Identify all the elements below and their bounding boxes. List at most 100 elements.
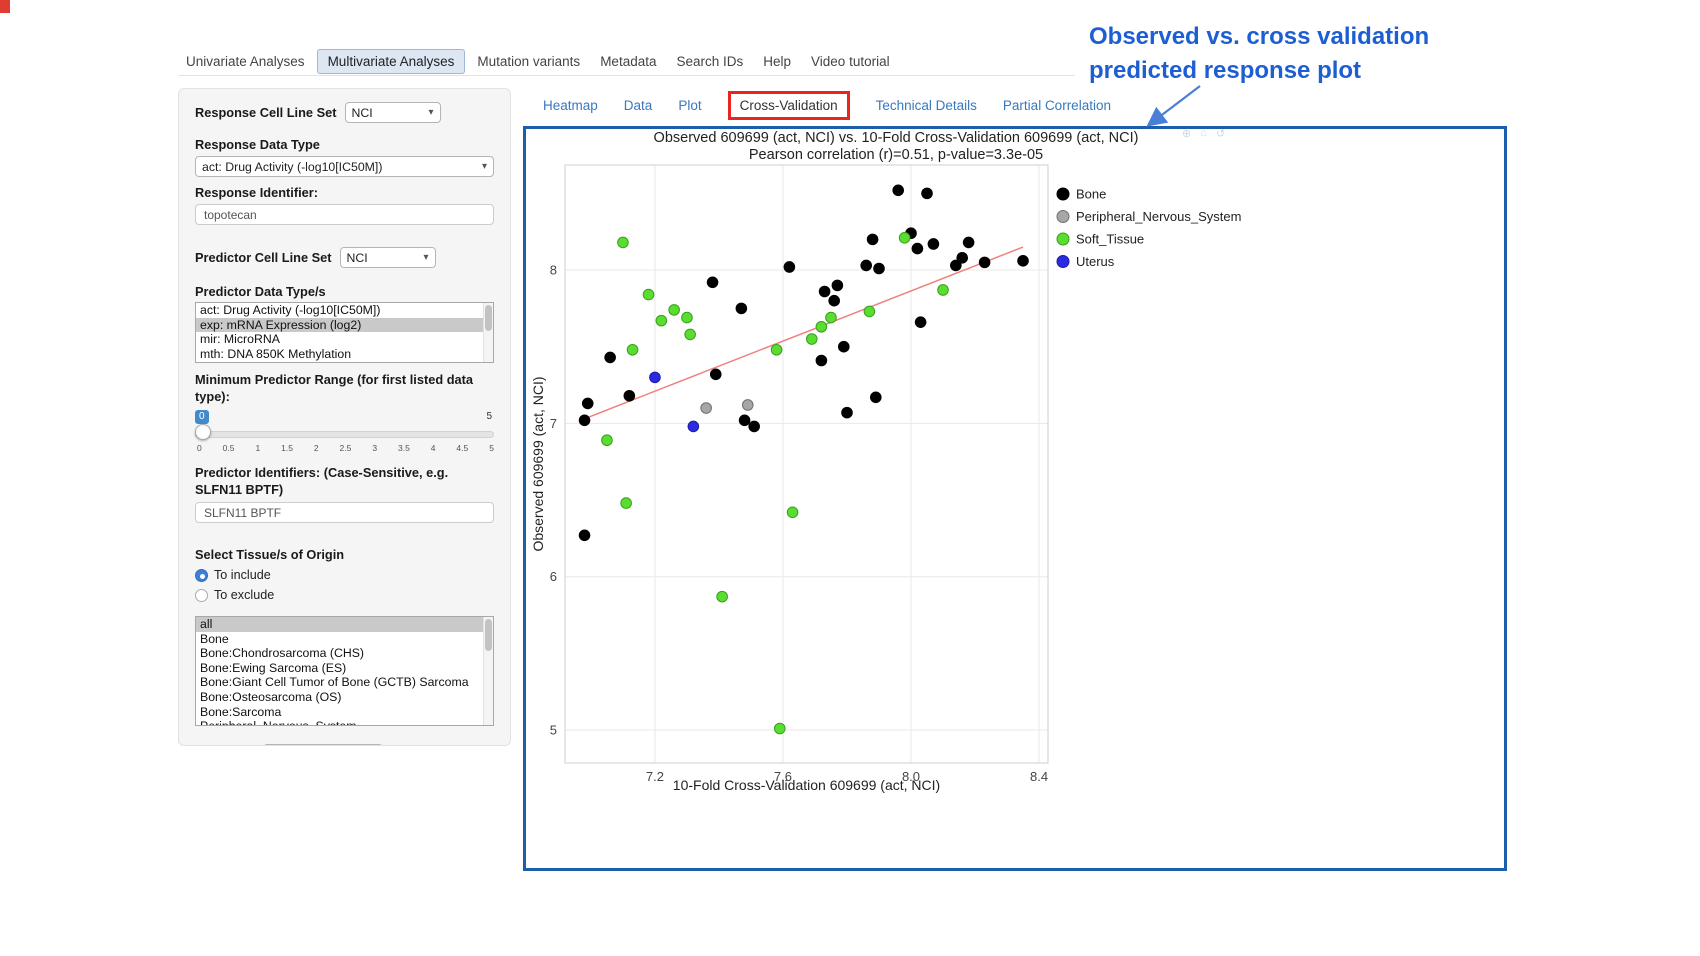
listbox-option[interactable]: Bone:Ewing Sarcoma (ES) — [200, 660, 347, 675]
response-data-type-select[interactable]: act: Drug Activity (-log10[IC50M]) ▾ — [195, 156, 494, 177]
min-predictor-range-label: Minimum Predictor Range (for first liste… — [195, 372, 474, 404]
tab-heatmap[interactable]: Heatmap — [543, 97, 598, 113]
listbox-option[interactable]: Bone:Sarcoma — [200, 704, 282, 719]
response-cell-line-set-select[interactable]: NCI ▾ — [344, 102, 441, 123]
tick-label: 0 — [197, 443, 202, 453]
predictor-identifiers-input[interactable]: SLFN11 BPTF — [195, 502, 494, 523]
predictor-data-types-listbox[interactable]: act: Drug Activity (-log10[IC50M]) exp: … — [195, 302, 494, 363]
nav-univariate-analyses[interactable]: Univariate Analyses — [186, 53, 305, 69]
data-point — [681, 311, 693, 324]
slider-tick-labels: 0 0.5 1 1.5 2 2.5 3 3.5 4 4.5 5 — [197, 443, 494, 453]
response-identifier-label: Response Identifier: — [195, 185, 319, 200]
data-point — [642, 288, 655, 301]
controls-sidebar: Response Cell Line Set NCI ▾ Response Da… — [178, 88, 511, 746]
data-point — [783, 261, 796, 273]
listbox-option-selected[interactable]: exp: mRNA Expression (log2) — [196, 317, 493, 333]
tab-technical-details[interactable]: Technical Details — [875, 97, 977, 113]
reset-icon[interactable]: ↺ — [1215, 128, 1226, 140]
data-point — [770, 343, 783, 356]
nav-multivariate-analyses[interactable]: Multivariate Analyses — [316, 48, 466, 74]
data-point — [716, 590, 728, 603]
nav-search-ids[interactable]: Search IDs — [676, 53, 744, 69]
data-point — [860, 259, 872, 272]
nav-help[interactable]: Help — [763, 53, 792, 69]
listbox-option[interactable]: Bone:Chondrosarcoma (CHS) — [200, 646, 365, 661]
y-tick-label: 7 — [550, 416, 557, 431]
chevron-down-icon: ▾ — [481, 161, 487, 172]
plot-panel — [565, 165, 1048, 763]
legend-label[interactable]: Soft_Tissue — [1076, 232, 1144, 247]
tick-label: 2.5 — [339, 443, 352, 453]
scrollbar-thumb[interactable] — [485, 619, 492, 651]
nav-video-tutorial[interactable]: Video tutorial — [811, 53, 890, 69]
legend-label[interactable]: Peripheral_Nervous_System — [1076, 209, 1241, 224]
scrollbar[interactable] — [483, 303, 493, 362]
data-point — [921, 187, 933, 200]
tissue-listbox[interactable]: all Bone Bone:Chondrosarcoma (CHS) Bone:… — [195, 616, 494, 726]
listbox-option[interactable]: Bone — [200, 631, 229, 646]
tick-label: 2 — [313, 443, 319, 453]
legend-swatch[interactable] — [1056, 232, 1070, 246]
algorithm-select[interactable]: Linear Regression ▾ — [263, 744, 384, 745]
data-point — [786, 506, 799, 519]
listbox-option[interactable]: mth: DNA 850K Methylation — [200, 346, 352, 361]
scrollbar-thumb[interactable] — [485, 305, 492, 331]
data-point — [863, 305, 876, 318]
nav-mutation-variants[interactable]: Mutation variants — [477, 53, 581, 69]
data-point — [927, 238, 940, 250]
data-point — [866, 233, 879, 246]
tick-label: 1 — [255, 443, 261, 453]
tab-plot[interactable]: Plot — [678, 97, 702, 113]
tick-label: 4 — [430, 443, 436, 453]
slider-track[interactable] — [195, 431, 494, 438]
tick-label: 3 — [372, 443, 378, 453]
listbox-option[interactable]: Bone:Giant Cell Tumor of Bone (GCTB) Sar… — [200, 675, 469, 690]
tab-partial-correlation[interactable]: Partial Correlation — [1002, 97, 1111, 113]
data-point — [978, 256, 991, 269]
tab-data[interactable]: Data — [623, 97, 653, 113]
data-point — [601, 434, 613, 447]
listbox-option[interactable]: Peripheral_Nervous_System — [196, 719, 493, 725]
listbox-option[interactable]: act: Drug Activity (-log10[IC50M]) — [200, 303, 381, 317]
legend-swatch[interactable] — [1056, 187, 1070, 201]
x-axis-label: 10-Fold Cross-Validation 609699 (act, NC… — [673, 777, 940, 793]
data-point — [815, 320, 828, 333]
scrollbar[interactable] — [483, 617, 493, 725]
data-point — [617, 236, 629, 249]
predictor-cell-line-set-select[interactable]: NCI ▾ — [339, 247, 436, 268]
data-point — [578, 529, 591, 542]
listbox-option-selected[interactable]: all — [196, 617, 493, 632]
legend-swatch[interactable] — [1056, 255, 1070, 268]
tissue-exclude-radio[interactable]: To exclude — [195, 588, 494, 602]
response-cell-line-set-label: Response Cell Line Set — [195, 105, 337, 120]
listbox-option[interactable]: mir: MicroRNA — [200, 332, 280, 347]
data-point — [869, 391, 882, 404]
legend-swatch[interactable] — [1056, 210, 1070, 223]
data-point — [684, 328, 696, 341]
slider-handle[interactable] — [195, 424, 211, 440]
listbox-option[interactable]: Bone:Osteosarcoma (OS) — [200, 689, 342, 704]
data-point — [911, 242, 924, 255]
annotation-line1: Observed vs. cross validation — [1089, 23, 1430, 50]
chevron-down-icon: ▾ — [428, 107, 434, 118]
legend-label[interactable]: Uterus — [1076, 254, 1115, 269]
zoom-icon[interactable]: ⊕ — [1182, 128, 1192, 140]
tick-label: 4.5 — [456, 443, 469, 453]
data-point — [815, 354, 828, 367]
data-point — [604, 351, 616, 364]
legend-label[interactable]: Bone — [1076, 187, 1106, 202]
data-point — [841, 406, 853, 419]
data-point — [735, 302, 748, 315]
response-identifier-input[interactable]: topotecan — [195, 204, 494, 225]
tab-cross-validation[interactable]: Cross-Validation — [727, 90, 850, 120]
predictor-data-types-label: Predictor Data Type/s — [195, 284, 326, 299]
slider-value-badge: 0 — [195, 410, 209, 424]
home-icon[interactable]: ⌂ — [1200, 127, 1207, 139]
radio-label: To exclude — [214, 588, 275, 602]
nav-metadata[interactable]: Metadata — [600, 53, 657, 69]
data-point — [687, 420, 700, 433]
y-tick-label: 8 — [550, 263, 557, 278]
y-tick-label: 5 — [550, 723, 557, 738]
tissue-include-radio[interactable]: To include — [195, 568, 494, 582]
min-predictor-range-slider[interactable]: 0 5 0 0.5 1 1.5 2 2.5 3 3.5 4 4.5 5 — [195, 410, 494, 456]
